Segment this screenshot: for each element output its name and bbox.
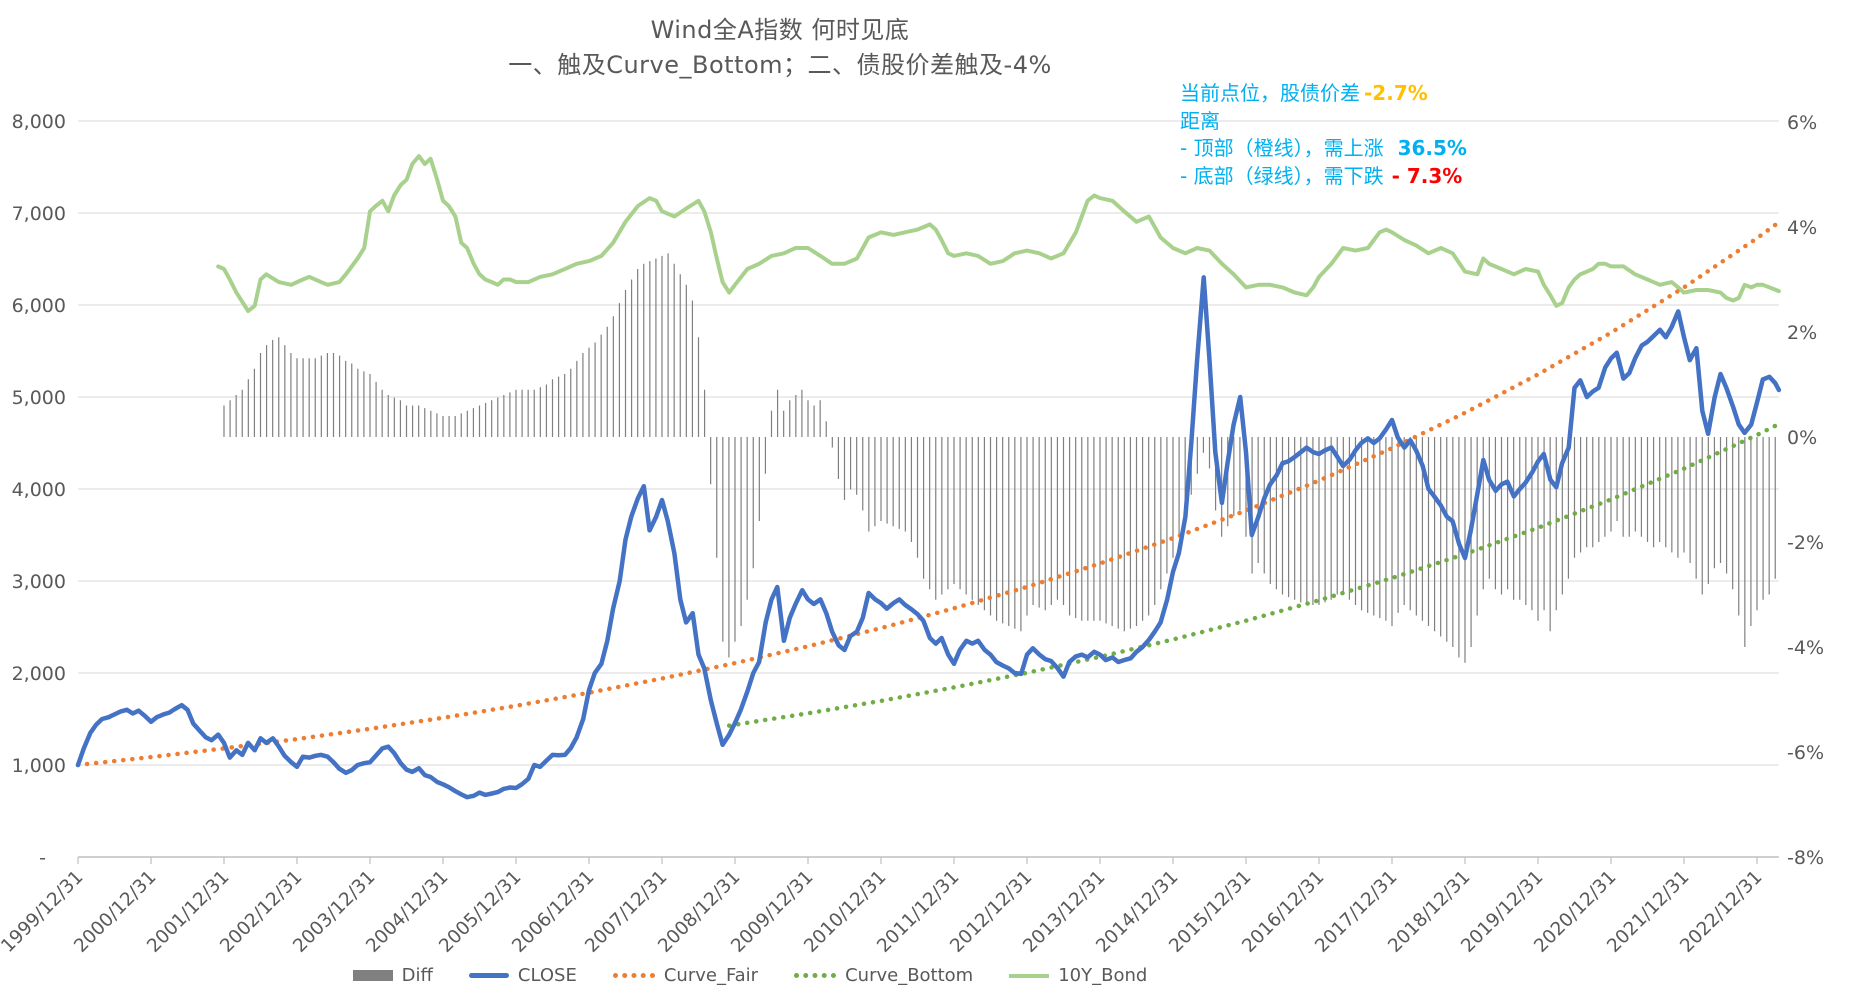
y-axis-right-label: -4% xyxy=(1787,637,1824,659)
curve-fair-line xyxy=(75,219,1782,768)
legend-label-curve-fair: Curve_Fair xyxy=(663,965,759,986)
legend-item-curve-bottom: Curve_Bottom xyxy=(794,965,973,986)
curve-bottom-line xyxy=(726,421,1782,728)
legend-item-diff: Diff xyxy=(352,965,433,986)
y-axis-right-label: 6% xyxy=(1787,112,1817,134)
y-axis-right-label: 4% xyxy=(1787,217,1817,239)
annotation-current-spread: 当前点位，股债价差 -2.7% xyxy=(1180,80,1467,108)
y-axis-left-label: - xyxy=(39,847,46,869)
legend-item-close: CLOSE xyxy=(468,965,577,986)
legend-item-10y-bond: 10Y_Bond xyxy=(1009,965,1147,986)
chart-title: Wind全A指数 何时见底 一、触及Curve_Bottom；二、债股价差触及-… xyxy=(300,13,1260,83)
bond-line xyxy=(216,154,1781,313)
legend-label-curve-bottom: Curve_Bottom xyxy=(845,965,974,986)
legend-label-diff: Diff xyxy=(401,965,433,986)
annotation-top-label: - 顶部（橙线），需上涨 xyxy=(1180,136,1384,160)
chart-title-line1: Wind全A指数 何时见底 xyxy=(650,16,910,44)
legend-item-curve-fair: Curve_Fair xyxy=(612,965,759,986)
annotation-bottom-label: - 底部（绿线），需下跌 xyxy=(1180,163,1384,188)
annotation-distance-label: 距离 xyxy=(1180,108,1220,133)
annotation-current-value: -2.7% xyxy=(1364,81,1428,105)
annotation-bottom-distance: - 底部（绿线），需下跌 - 7.3% xyxy=(1180,163,1467,191)
y-axis-left-label: 2,000 xyxy=(12,663,66,685)
y-axis-right-label: 0% xyxy=(1787,427,1817,449)
curve-bottom-swatch-icon xyxy=(794,973,837,978)
y-axis-left-label: 1,000 xyxy=(12,755,66,777)
y-axis-left-label: 8,000 xyxy=(12,111,66,133)
y-axis-right-label: -6% xyxy=(1787,742,1824,764)
diff-swatch-icon xyxy=(352,970,393,981)
y-axis-left-label: 6,000 xyxy=(12,295,66,317)
chart-title-line2: 一、触及Curve_Bottom；二、债股价差触及-4% xyxy=(508,51,1052,79)
annotation-current-label: 当前点位，股债价差 xyxy=(1180,81,1360,105)
legend: Diff CLOSE Curve_Fair Curve_Bottom 10Y_B… xyxy=(0,965,1500,986)
legend-label-10y-bond: 10Y_Bond xyxy=(1058,965,1148,986)
curve-fair-swatch-icon xyxy=(612,973,655,978)
annotation-bottom-value: - 7.3% xyxy=(1391,163,1463,188)
y-axis-left-label: 3,000 xyxy=(12,571,66,593)
annotation-top-value: 36.5% xyxy=(1397,136,1467,160)
legend-label-close: CLOSE xyxy=(517,965,577,986)
bond-swatch-icon xyxy=(1009,973,1050,978)
annotation-top-distance: - 顶部（橙线），需上涨 36.5% xyxy=(1180,135,1467,163)
y-axis-right-label: -8% xyxy=(1787,847,1824,869)
y-axis-right-label: 2% xyxy=(1787,322,1817,344)
y-axis-right-label: -2% xyxy=(1787,532,1824,554)
annotation-box: 当前点位，股债价差 -2.7% 距离 - 顶部（橙线），需上涨 36.5% - 底部… xyxy=(1180,80,1467,190)
close-line xyxy=(75,275,1782,800)
y-axis-left-label: 4,000 xyxy=(12,479,66,501)
y-axis-left-label: 5,000 xyxy=(12,387,66,409)
y-axis-left-label: 7,000 xyxy=(12,203,66,225)
close-swatch-icon xyxy=(468,973,509,978)
